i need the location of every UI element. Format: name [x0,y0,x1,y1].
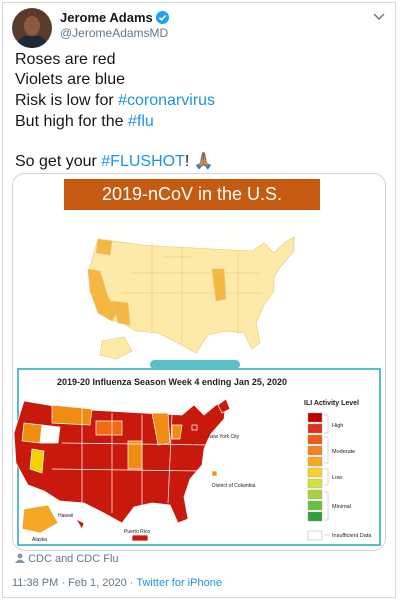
text: But high for the [15,113,128,130]
avatar[interactable] [12,8,52,48]
text: Roses are red [15,51,116,68]
tweet-line: But high for the #flu [15,113,154,131]
title-bar [64,179,320,210]
author-name[interactable]: Jerome Adams [60,10,153,25]
verified-badge [156,11,170,24]
hashtag[interactable]: #coronarvirus [118,92,216,109]
place-label: Puerto Rico [124,529,150,535]
us-map-top [87,236,295,360]
menu-chevron[interactable] [373,13,385,21]
tweet-line: So get your #FLUSHOT! 🙏🏽 [15,151,214,171]
hashtag[interactable]: #FLUSHOT [101,153,185,170]
text: CDC and CDC Flu [28,553,119,565]
place-label: Alaska [32,537,47,543]
text: ! 🙏🏽 [184,153,214,170]
legend-swatches [307,412,330,541]
legend-label: Low [332,475,342,481]
person-icon [15,553,25,563]
divider [150,360,240,369]
legend-label: Insufficient Data [332,533,372,539]
legend-label: High [332,423,343,429]
tweet-line: Risk is low for #coronarvirus [15,92,215,110]
text: So get your [15,153,102,170]
text: Risk is low for [15,92,119,109]
map-title: 2019-nCoV in the U.S. [102,184,282,204]
legend-title: ILI Activity Level [304,400,359,407]
text: Violets are blue [15,71,125,88]
legend-label: Minimal [332,504,351,510]
tagged-row[interactable]: CDC and CDC Flu [15,553,119,565]
timestamp-row: 11:38 PM · Feb 1, 2020 · Twitter for iPh… [12,577,222,589]
media[interactable]: 2019-nCoV in the U.S. 2019-20 Influenza … [12,173,386,551]
place-label: Hawaii [58,513,73,519]
hashtag[interactable]: #flu [127,113,154,130]
tweet-line: Roses are red [15,51,116,69]
tweet-card: Jerome Adams @JeromeAdamsMD Roses are re… [2,2,396,598]
source-link[interactable]: Twitter for iPhone [136,577,222,589]
timestamp[interactable]: 11:38 PM · Feb 1, 2020 · [12,577,134,589]
place-label: New York City [208,434,240,440]
legend-label: Moderate [332,449,355,455]
flu-title: 2019-20 Influenza Season Week 4 ending J… [57,377,287,387]
place-label: District of Columbia [212,483,256,489]
tweet-line: Violets are blue [15,71,125,89]
us-map-flu [13,398,231,542]
author-handle[interactable]: @JeromeAdamsMD [60,26,169,40]
